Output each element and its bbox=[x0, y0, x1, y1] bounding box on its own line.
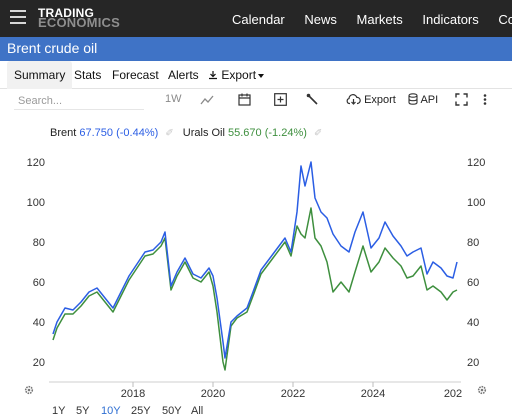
tab-summary[interactable]: Summary bbox=[7, 61, 73, 89]
y-tick-label-right: 20 bbox=[467, 357, 479, 369]
nav-link-countries[interactable]: Coun bbox=[498, 12, 512, 27]
chart-toolbar: 1W Export API bbox=[0, 89, 512, 113]
nav-link-calendar[interactable]: Calendar bbox=[232, 12, 285, 27]
tab-forecast[interactable]: Forecast bbox=[112, 68, 159, 82]
gear-icon[interactable] bbox=[476, 384, 488, 396]
y-tick-label-right: 60 bbox=[467, 277, 479, 289]
pin-icon[interactable]: ✐ bbox=[313, 128, 323, 139]
tab-alerts[interactable]: Alerts bbox=[168, 68, 199, 82]
cloud-download-icon bbox=[346, 94, 361, 105]
legend-item-urals[interactable]: Urals Oil 55.670 (-1.24%) bbox=[183, 127, 310, 139]
y-tick-label-left: 100 bbox=[27, 197, 45, 209]
export-button-label: Export bbox=[364, 94, 396, 106]
tab-export-label: Export bbox=[221, 68, 257, 82]
y-tick-label-left: 20 bbox=[33, 357, 45, 369]
chart-legend: Brent 67.750 (-0.44%) ✐ Urals Oil 55.670… bbox=[50, 127, 328, 139]
x-tick-label: 2020 bbox=[201, 388, 225, 400]
search-input[interactable] bbox=[14, 93, 144, 110]
tab-bar: Summary Stats Forecast Alerts Export bbox=[0, 61, 512, 89]
range-1y[interactable]: 1Y bbox=[52, 405, 66, 417]
range-5y[interactable]: 5Y bbox=[76, 405, 90, 417]
y-tick-label-left: 40 bbox=[33, 317, 45, 329]
hamburger-menu-icon[interactable] bbox=[10, 10, 26, 24]
database-icon bbox=[408, 93, 418, 105]
api-button-label: API bbox=[420, 94, 439, 106]
calendar-icon[interactable] bbox=[238, 93, 251, 106]
range-25y[interactable]: 25Y bbox=[131, 405, 151, 417]
y-tick-label-right: 80 bbox=[467, 237, 479, 249]
logo-line-1: TRADING bbox=[38, 6, 95, 20]
api-button[interactable]: API bbox=[408, 93, 438, 106]
range-all[interactable]: All bbox=[191, 405, 204, 417]
top-navigation-bar: TRADING ECONOMICS Calendar News Markets … bbox=[0, 0, 512, 37]
fullscreen-icon[interactable] bbox=[455, 93, 468, 106]
range-10y[interactable]: 10Y bbox=[101, 405, 121, 417]
x-tick-label: 2022 bbox=[281, 388, 305, 400]
chevron-down-icon bbox=[258, 73, 265, 78]
nav-link-news[interactable]: News bbox=[304, 12, 337, 27]
nav-link-indicators[interactable]: Indicators bbox=[422, 12, 479, 27]
y-tick-label-right: 100 bbox=[467, 197, 485, 209]
download-icon bbox=[209, 71, 217, 80]
legend-brent-name: Brent bbox=[50, 127, 77, 139]
range-1w-button[interactable]: 1W bbox=[165, 93, 182, 105]
y-tick-label-left: 120 bbox=[27, 157, 45, 169]
legend-urals-name: Urals Oil bbox=[182, 127, 225, 139]
export-button[interactable]: Export bbox=[346, 93, 396, 106]
pin-icon[interactable]: ✐ bbox=[165, 128, 174, 139]
add-icon[interactable] bbox=[274, 93, 287, 106]
top-nav-links: Calendar News Markets Indicators Coun bbox=[232, 12, 512, 27]
y-tick-label-right: 40 bbox=[467, 317, 479, 329]
y-tick-label-right: 120 bbox=[467, 157, 485, 169]
series-line-brent bbox=[52, 161, 458, 359]
line-chart-icon[interactable] bbox=[200, 94, 214, 106]
legend-urals-value: 55.670 bbox=[228, 127, 262, 139]
x-tick-label: 202 bbox=[444, 388, 462, 400]
x-tick-label: 2024 bbox=[361, 388, 385, 400]
tab-stats[interactable]: Stats bbox=[74, 68, 102, 82]
page-title: Brent crude oil bbox=[7, 40, 98, 56]
gear-icon[interactable] bbox=[23, 384, 35, 396]
x-tick-label: 2018 bbox=[121, 388, 145, 400]
legend-item-brent[interactable]: Brent 67.750 (-0.44%) bbox=[50, 127, 161, 139]
nav-link-markets[interactable]: Markets bbox=[356, 12, 403, 27]
legend-brent-change: (-0.44%) bbox=[116, 127, 159, 139]
page-title-bar: Brent crude oil bbox=[0, 37, 512, 61]
more-vertical-icon[interactable] bbox=[483, 93, 487, 106]
tab-export-dropdown[interactable]: Export bbox=[208, 68, 265, 82]
y-tick-label-left: 80 bbox=[33, 237, 45, 249]
logo-line-2: ECONOMICS bbox=[38, 15, 120, 30]
range-50y[interactable]: 50Y bbox=[162, 405, 182, 417]
y-tick-label-left: 60 bbox=[33, 277, 45, 289]
series-line-urals-oil bbox=[52, 207, 458, 371]
legend-brent-value: 67.750 bbox=[79, 127, 114, 139]
trading-economics-logo[interactable]: TRADING ECONOMICS bbox=[38, 6, 120, 30]
legend-urals-change: (-1.24%) bbox=[264, 127, 307, 139]
tools-icon[interactable] bbox=[306, 93, 319, 106]
